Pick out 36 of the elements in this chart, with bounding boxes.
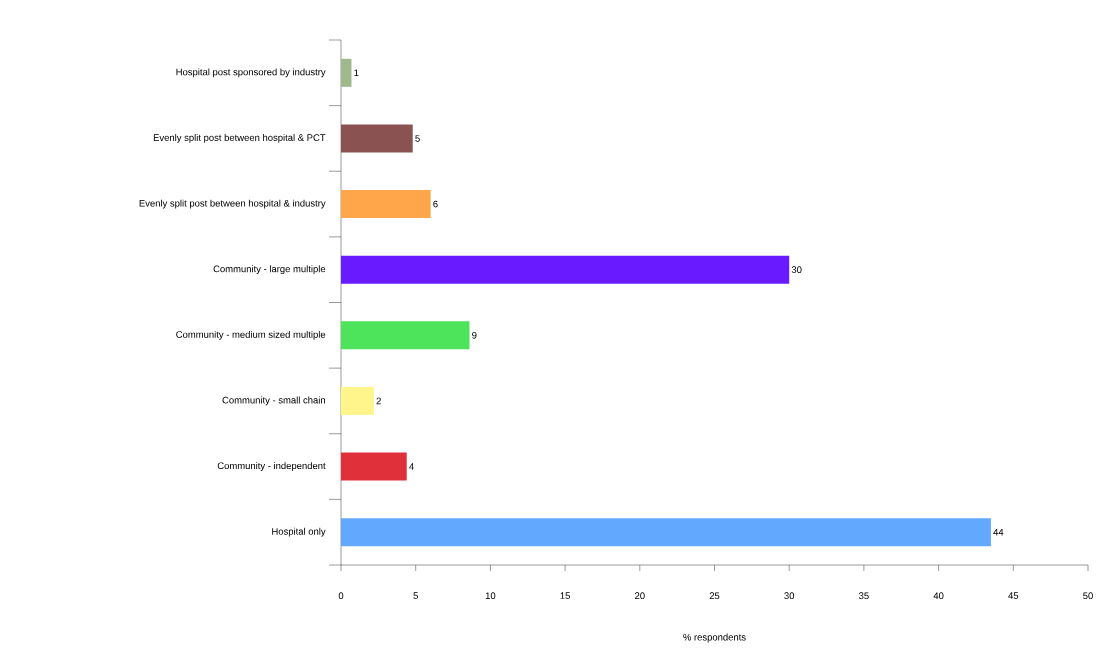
data-label: 4 [409, 463, 414, 470]
data-label: 5 [415, 135, 420, 142]
data-label: 44 [993, 528, 1004, 536]
x-tick-label: 15 [560, 592, 570, 599]
y-tick-label: Community - small chain [222, 396, 326, 406]
data-label: 2 [376, 397, 381, 405]
bar [341, 124, 413, 153]
x-tick-label: 45 [1008, 592, 1019, 599]
data-label: 9 [472, 331, 477, 339]
x-tick-label: 25 [709, 592, 720, 600]
data-label: 1 [354, 69, 359, 77]
y-tick-label: Evenly split post between hospital & PCT [153, 134, 326, 143]
y-tick-label: Community - large multiple [213, 265, 326, 275]
y-tick-label: Community - independent [217, 462, 326, 471]
bar [341, 518, 991, 547]
bar [341, 58, 352, 87]
data-label: 6 [433, 200, 438, 208]
x-tick-label: 30 [784, 592, 795, 600]
x-tick-label: 20 [635, 592, 645, 600]
y-tick-label: Community - medium sized multiple [176, 330, 326, 340]
x-tick-label: 50 [1083, 592, 1093, 600]
x-tick-label: 5 [413, 592, 418, 599]
bar [341, 321, 470, 350]
x-tick-label: 10 [485, 592, 496, 600]
x-axis-title: % respondents [683, 633, 746, 643]
bar [341, 452, 407, 481]
y-tick-label: Evenly split post between hospital & industry [139, 199, 326, 209]
bar [341, 255, 790, 284]
x-tick-label: 0 [338, 592, 344, 600]
y-tick-label: Hospital post sponsored by industry [176, 68, 326, 78]
x-tick-label: 40 [933, 592, 944, 600]
bar [341, 190, 431, 219]
data-label: 30 [791, 266, 802, 274]
x-tick-label: 35 [859, 592, 869, 600]
bar [341, 386, 374, 415]
y-tick-label: Hospital only [272, 527, 326, 537]
